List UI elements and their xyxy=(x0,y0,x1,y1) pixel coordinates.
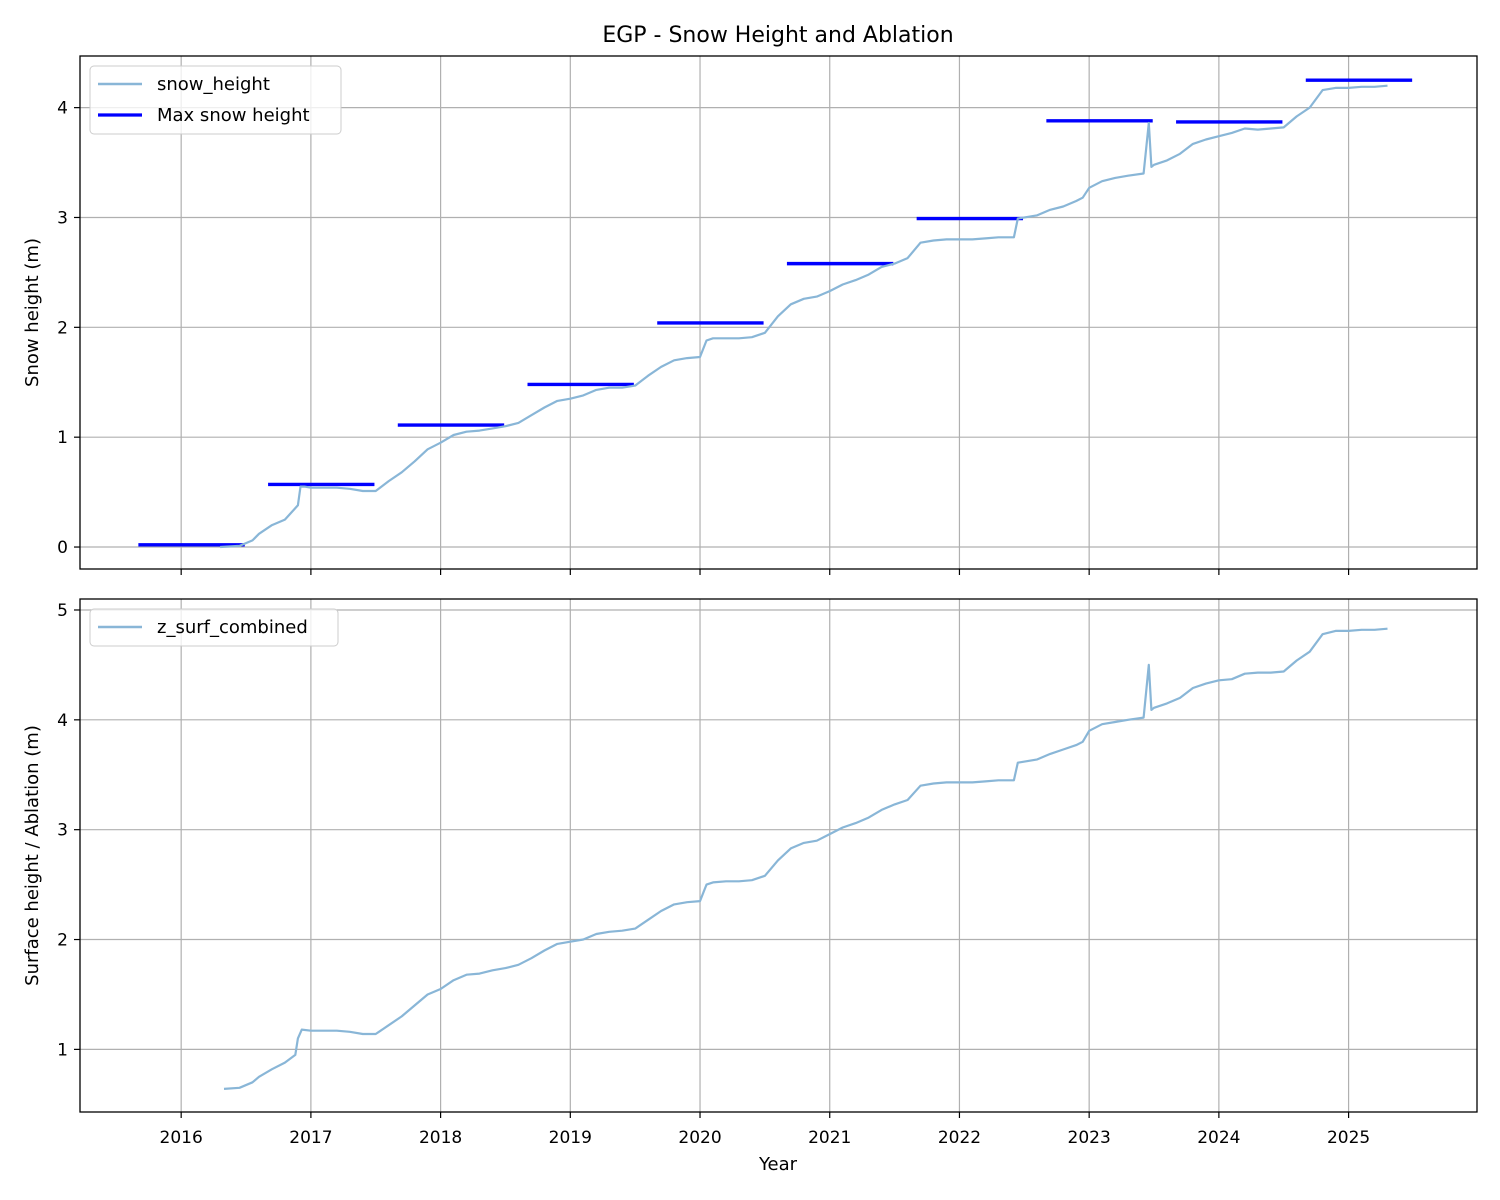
snow-height-panel: 0 1 2 3 4 Snow height (m) snow_height Max sn… xyxy=(22,55,1478,575)
x-axis-label: Year xyxy=(758,1154,798,1175)
y-axis-label-top: Snow height (m) xyxy=(22,238,43,387)
chart-title: EGP - Snow Height and Ablation xyxy=(602,23,953,48)
x-tick-label: 2025 xyxy=(1327,1128,1370,1148)
y-tick-label: 0 xyxy=(57,538,68,558)
axes-frame-top xyxy=(79,55,1478,570)
x-tick-label: 2021 xyxy=(808,1128,851,1148)
ticks-top: 0 1 2 3 4 xyxy=(57,99,1350,575)
x-tick-label: 2019 xyxy=(549,1128,592,1148)
z-surf-combined-line xyxy=(223,627,1388,1090)
x-tick-label: 2020 xyxy=(678,1128,721,1148)
legend-box-top xyxy=(89,65,342,135)
x-tick-label: 2016 xyxy=(160,1128,203,1148)
legend-label-max-snow-height: Max snow height xyxy=(157,105,310,126)
grid-top xyxy=(80,56,1477,569)
axes-frame-bottom xyxy=(79,598,1478,1113)
x-tick-label: 2017 xyxy=(289,1128,332,1148)
y-axis-label-bottom: Surface height / Ablation (m) xyxy=(22,725,43,986)
max-snow-height-segments xyxy=(138,78,1413,547)
legend-label-z-surf-combined: z_surf_combined xyxy=(157,617,308,638)
x-tick-label: 2022 xyxy=(938,1128,981,1148)
surface-height-panel: 2016 2017 2018 2019 2020 2021 2022 2023 2024 2025… xyxy=(22,598,1478,1175)
y-tick-label: 2 xyxy=(57,318,68,338)
legend-top: snow_height Max snow height xyxy=(89,65,342,135)
legend-label-snow-height: snow_height xyxy=(157,74,270,95)
ticks-bottom: 2016 2017 2018 2019 2020 2021 2022 2023 2024 2025… xyxy=(57,601,1370,1148)
y-tick-label: 5 xyxy=(57,601,68,621)
y-tick-label: 2 xyxy=(57,931,68,951)
x-tick-label: 2018 xyxy=(419,1128,462,1148)
y-tick-label: 1 xyxy=(57,428,68,448)
y-tick-label: 3 xyxy=(57,208,68,228)
x-tick-label: 2024 xyxy=(1197,1128,1240,1148)
y-tick-label: 1 xyxy=(57,1040,68,1060)
grid-bottom xyxy=(80,599,1477,1112)
legend-bottom: z_surf_combined xyxy=(89,608,339,647)
x-tick-label: 2023 xyxy=(1068,1128,1111,1148)
y-tick-label: 3 xyxy=(57,821,68,841)
legend-box-bottom xyxy=(89,608,339,647)
y-tick-label: 4 xyxy=(57,711,68,731)
y-tick-label: 4 xyxy=(57,99,68,119)
snow-height-line xyxy=(220,84,1388,549)
